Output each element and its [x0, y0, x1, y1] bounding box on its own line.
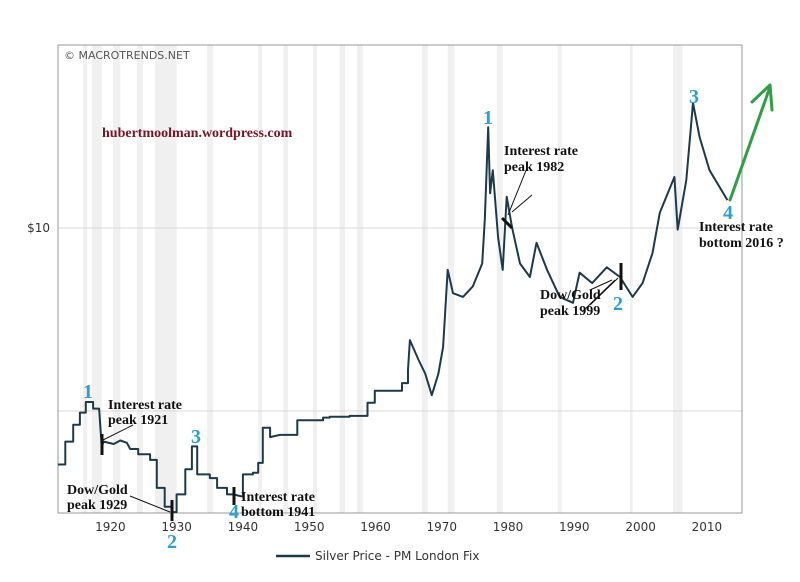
recession-band — [673, 45, 683, 513]
wave-label-1-1980: 1 — [483, 107, 493, 129]
gridlines — [58, 227, 742, 412]
x-tick-label: 2010 — [692, 520, 723, 534]
recession-band — [339, 45, 345, 513]
pointer-1999b — [589, 277, 619, 306]
x-tick-label: 1980 — [493, 520, 524, 534]
annotation-rate-bottom-1941: Interest rate bottom 1941 — [241, 490, 319, 520]
x-tick-label: 1920 — [95, 520, 126, 534]
pointer-1999a — [581, 279, 616, 313]
wave-label-3: 3 — [191, 426, 201, 448]
recession-band — [421, 45, 428, 513]
annotation-rate-peak-1982: Interest rate peak 1982 — [504, 144, 582, 175]
recession-band — [258, 45, 263, 513]
wave-label-1: 1 — [83, 381, 93, 403]
recession-band — [629, 45, 633, 513]
recession-band — [557, 45, 562, 513]
plot-border — [57, 44, 743, 514]
recession-bands — [83, 45, 683, 513]
legend-label: Silver Price - PM London Fix — [315, 549, 479, 563]
green-up-arrow-icon — [728, 83, 774, 202]
annotation-dowgold-1929: Dow/Gold peak 1929 — [67, 483, 131, 513]
x-tick-label: 2000 — [625, 520, 656, 534]
recession-band — [283, 45, 288, 513]
annotation-dowgold-1999: Dow/Gold peak 1999 — [540, 288, 604, 319]
pointer-1929 — [129, 495, 171, 513]
wave-label-3-2011: 3 — [689, 86, 699, 108]
pointer-1982b — [511, 194, 533, 213]
recession-band — [447, 45, 455, 513]
pointer-1982a — [507, 167, 528, 216]
y-axis-ticks: $10 — [27, 221, 50, 235]
recession-band — [83, 45, 88, 513]
annotation-rate-bottom-2016: Interest rate bottom 2016 ? — [699, 220, 784, 251]
pointer-1999c — [589, 279, 613, 291]
wave-label-4-2016: 4 — [723, 202, 733, 224]
wave-label-4: 4 — [229, 501, 239, 523]
macrotrends-watermark: © MACROTRENDS.NET — [64, 49, 190, 62]
recession-band — [113, 45, 121, 513]
recession-band — [154, 45, 177, 513]
legend: Silver Price - PM London Fix — [276, 549, 479, 563]
annotation-rate-peak-1921: Interest rate peak 1921 — [108, 398, 186, 428]
x-axis-ticks: 1920 1930 1940 1950 1960 1970 1980 1990 2000 2010 — [95, 520, 722, 534]
recession-band — [313, 45, 318, 513]
site-label: hubertmoolman.wordpress.com — [102, 126, 293, 141]
recession-band — [91, 45, 102, 513]
marker-1982 — [500, 216, 514, 230]
wave-label-2: 2 — [167, 531, 177, 553]
x-tick-label: 1960 — [360, 520, 391, 534]
x-tick-label: 1940 — [228, 520, 259, 534]
wave-label-2-1999: 2 — [613, 293, 623, 315]
recession-band — [136, 45, 143, 513]
recession-band — [496, 45, 503, 513]
x-tick-label: 1970 — [426, 520, 457, 534]
y-tick-label: $10 — [27, 221, 50, 235]
x-tick-label: 1950 — [294, 520, 325, 534]
pointer-1921 — [102, 424, 134, 441]
recession-band — [207, 45, 214, 513]
silver-price-line — [58, 102, 729, 514]
x-tick-label: 1990 — [559, 520, 590, 534]
annotations — [100, 167, 623, 521]
recession-band — [356, 45, 363, 513]
x-tick-label: 1930 — [161, 520, 192, 534]
